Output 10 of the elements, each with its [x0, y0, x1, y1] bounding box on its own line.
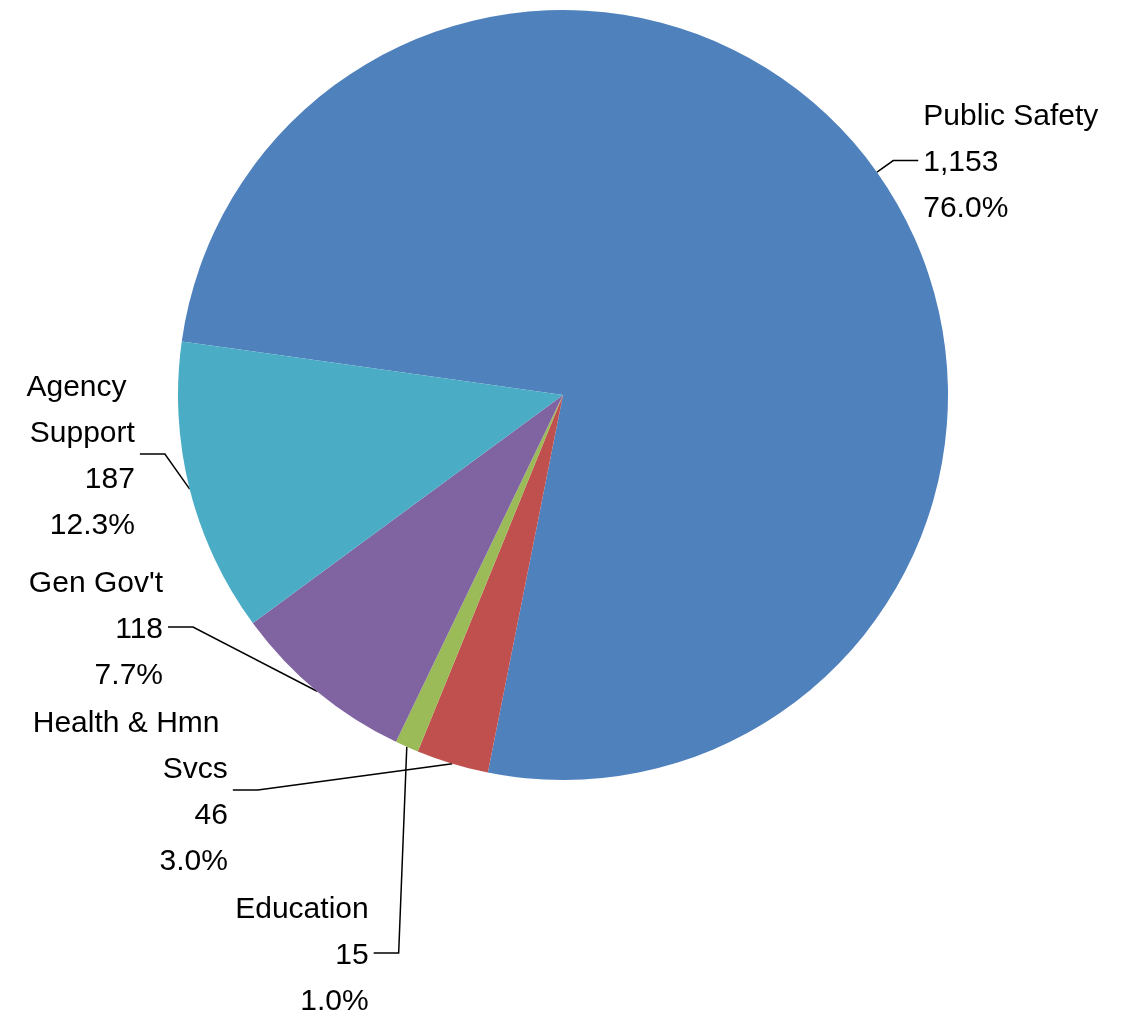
slice-label: Gen Gov't: [28, 564, 164, 598]
slice-label: Health & Hmn Svcs: [32, 704, 228, 784]
data-label: 187 12.3%: [49, 460, 135, 540]
data-label: 46 3.0%: [159, 796, 228, 876]
slice-label: Education: [235, 890, 369, 924]
data-label: 118 7.7%: [94, 610, 163, 690]
data-label: 15 1.0%: [300, 936, 369, 1016]
slice-label: Public Safety: [923, 98, 1099, 132]
data-label: 1,153 76.0%: [923, 144, 1009, 224]
slice-label: Agency Support: [26, 368, 136, 448]
